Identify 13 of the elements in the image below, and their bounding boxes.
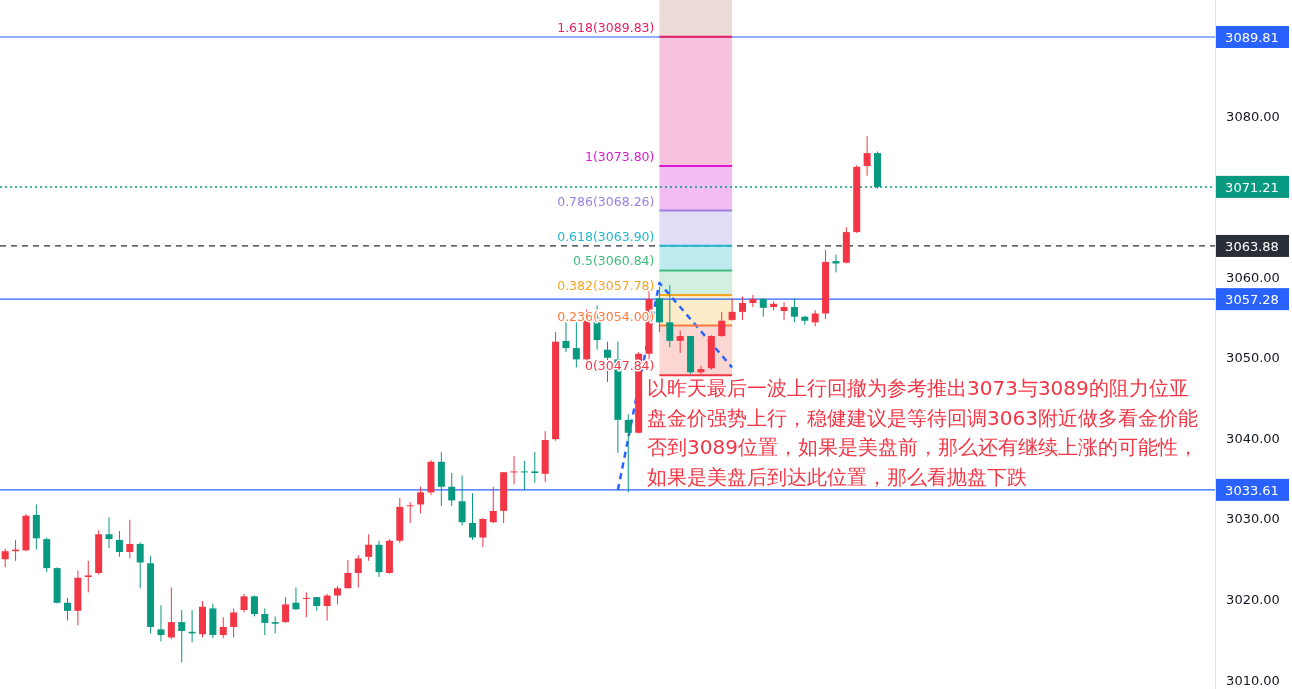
ref-line-label: 3071.21 xyxy=(1225,179,1279,195)
y-tick-label: 3080.00 xyxy=(1226,108,1280,124)
y-tick-label: 3040.00 xyxy=(1226,430,1280,446)
y-tick-label: 3020.00 xyxy=(1226,592,1280,608)
y-tick-label: 3030.00 xyxy=(1226,511,1280,527)
y-tick-label: 3060.00 xyxy=(1226,269,1280,285)
annotation: 以昨天最后一波上行回撤为参考推出3073与3089的阻力位亚盘金价强势上行，稳健建议是等待回调3063附近做多看金价能否到3089位置，如果是美盘前，那么还有继续上涨的可能性，如果是美盘后到达此位置，那么看抛盘下跌 xyxy=(647,375,1199,491)
ref-line-label: 3089.81 xyxy=(1225,29,1279,45)
ref-line-label: 3033.61 xyxy=(1225,482,1279,498)
y-tick-label: 3050.00 xyxy=(1226,350,1280,366)
y-tick-label: 3010.00 xyxy=(1226,672,1280,688)
ref-line-label: 3063.88 xyxy=(1225,238,1279,254)
ref-line-label: 3057.28 xyxy=(1225,292,1279,308)
